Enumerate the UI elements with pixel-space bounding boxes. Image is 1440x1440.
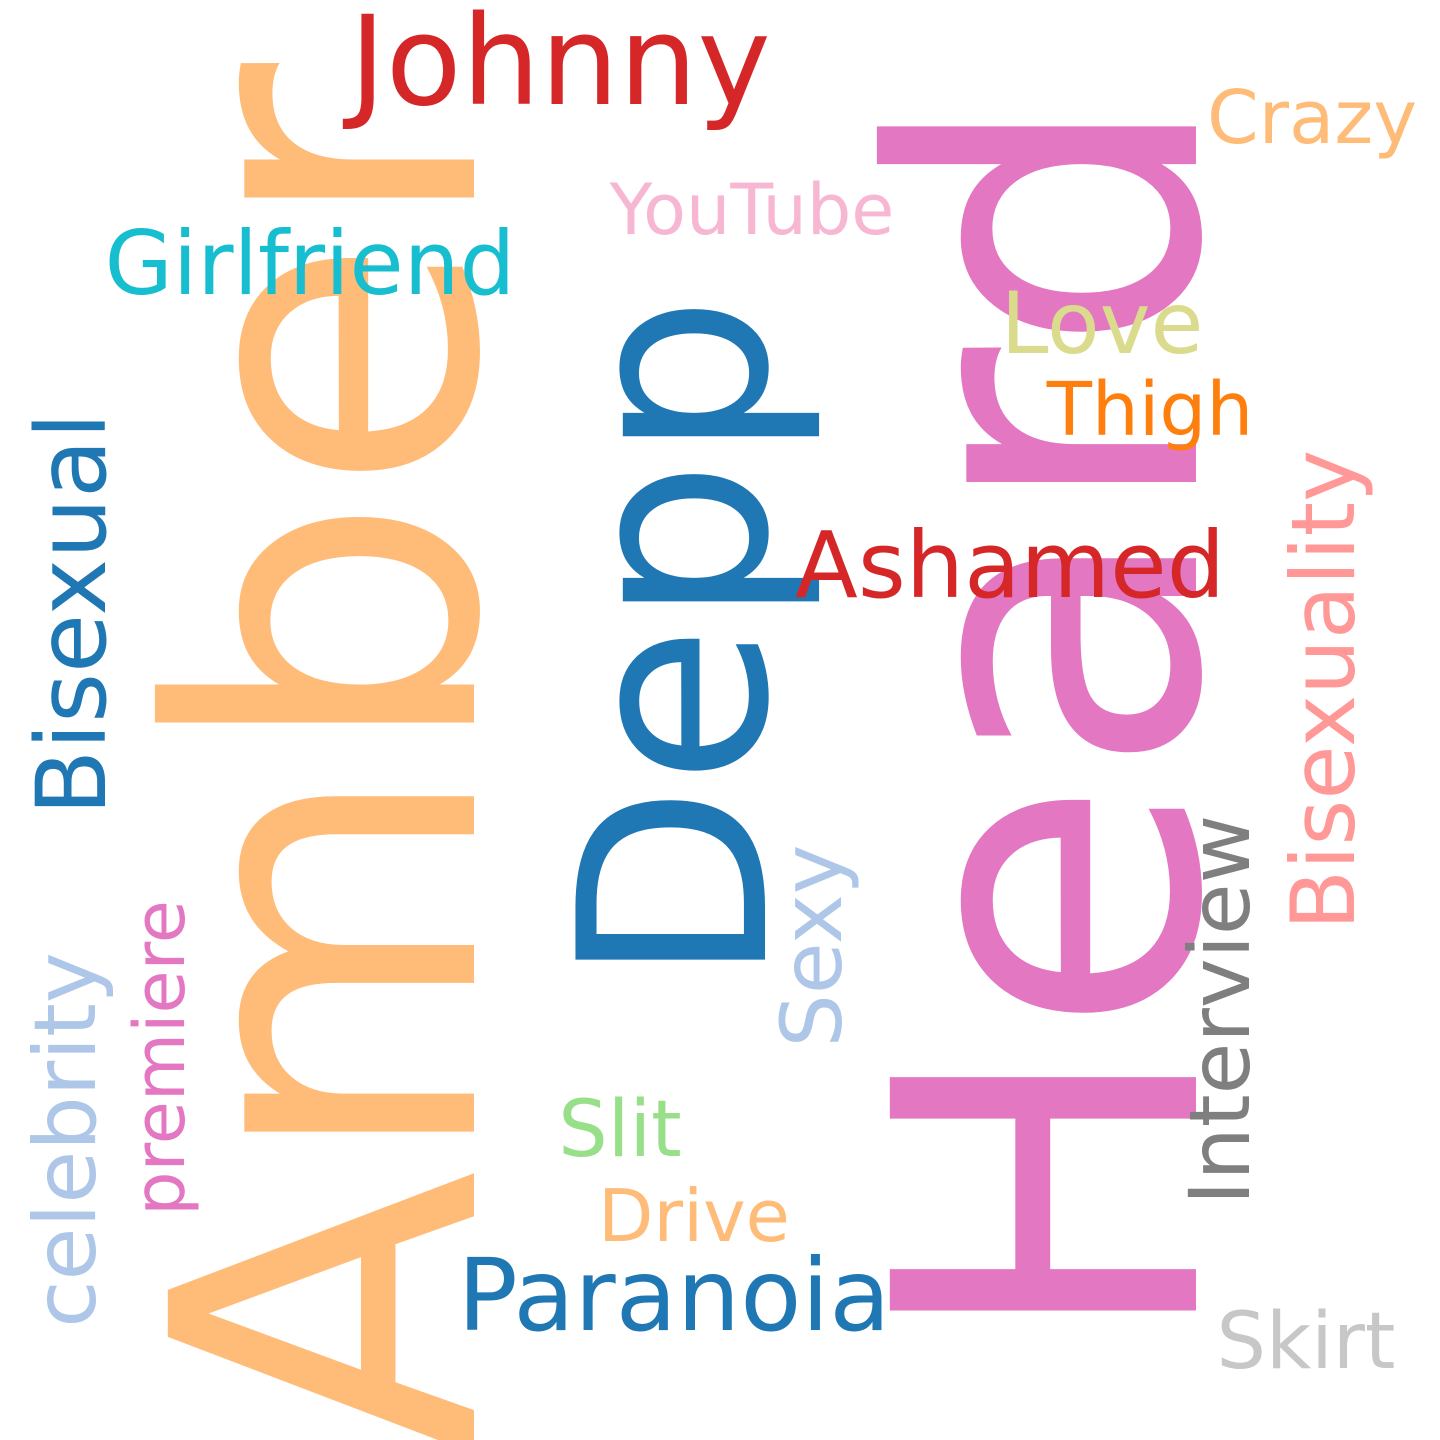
word-ashamed: Ashamed xyxy=(794,512,1226,619)
word-interview: Interview xyxy=(1171,814,1269,1206)
word-skirt: Skirt xyxy=(1216,1297,1396,1387)
word-paranoia: Paranoia xyxy=(457,1237,891,1354)
word-youtube: YouTube xyxy=(609,169,895,251)
word-johnny: Johnny xyxy=(349,0,771,134)
word-slit: Slit xyxy=(558,1085,682,1175)
word-sexy: Sexy xyxy=(763,844,861,1048)
word-bisexuality: Bisexuality xyxy=(1272,449,1375,931)
word-drive: Drive xyxy=(598,1174,790,1258)
word-premiere: premiere xyxy=(119,900,201,1216)
word-thigh: Thigh xyxy=(1046,367,1254,453)
word-girlfriend: Girlfriend xyxy=(104,212,516,315)
word-bisexual: Bisexual xyxy=(16,412,128,816)
word-crazy: Crazy xyxy=(1206,75,1418,161)
word-celebrity: celebrity xyxy=(16,952,116,1328)
word-love: Love xyxy=(1000,274,1204,374)
